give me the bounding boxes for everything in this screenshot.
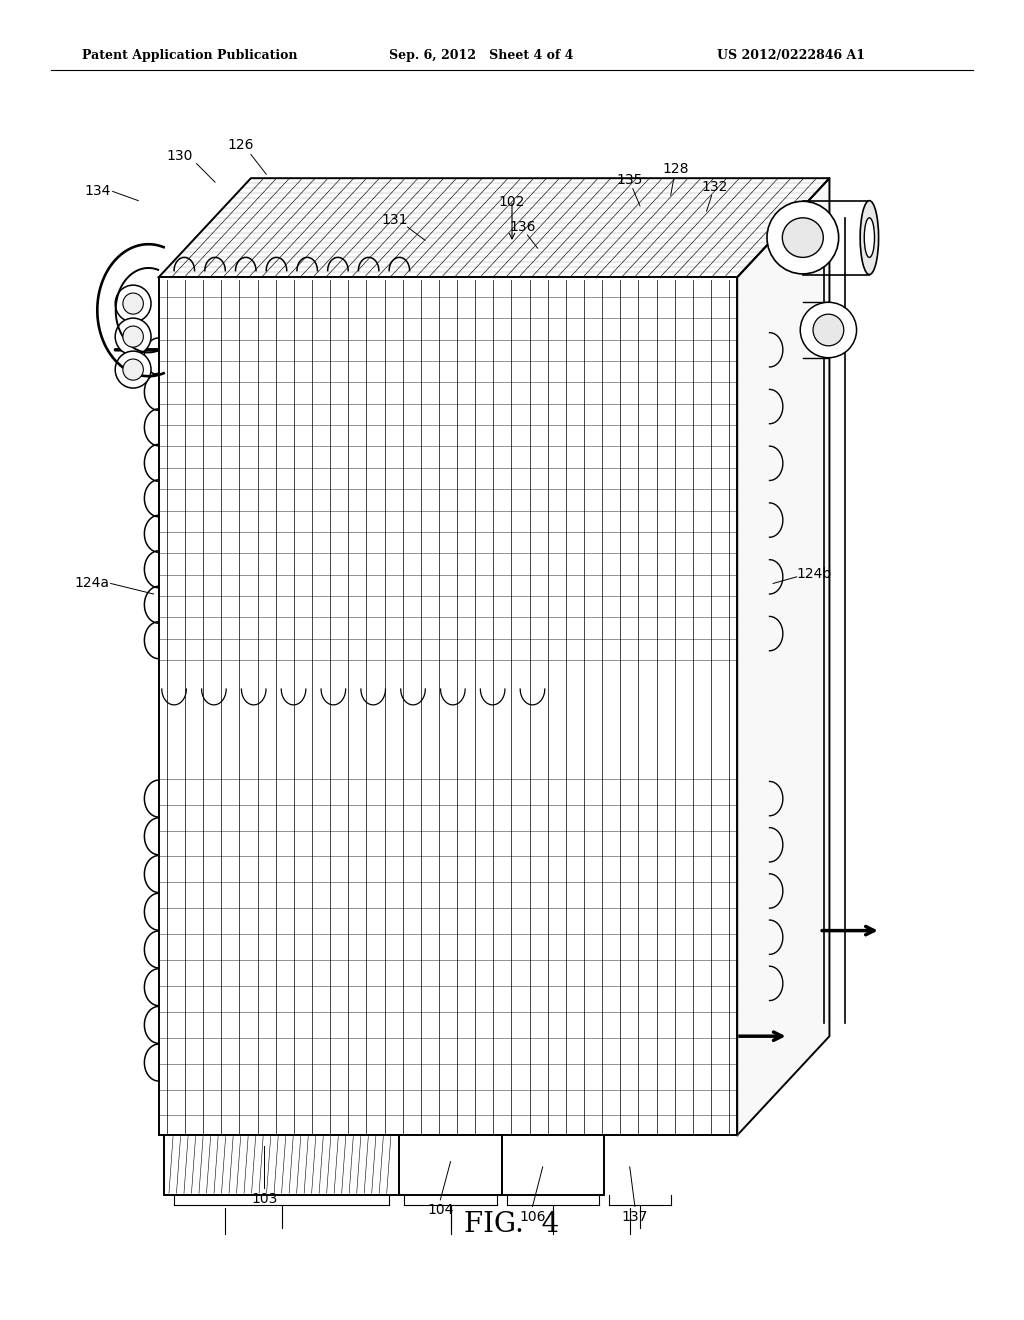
- Ellipse shape: [813, 314, 844, 346]
- Ellipse shape: [123, 293, 143, 314]
- Polygon shape: [159, 178, 829, 277]
- Text: 102: 102: [499, 195, 525, 209]
- Text: 104: 104: [427, 1204, 454, 1217]
- Ellipse shape: [782, 218, 823, 257]
- Text: Patent Application Publication: Patent Application Publication: [82, 49, 297, 62]
- Text: 136: 136: [509, 220, 536, 234]
- Text: 131: 131: [381, 214, 408, 227]
- Ellipse shape: [864, 218, 874, 257]
- Ellipse shape: [115, 351, 152, 388]
- Text: 130: 130: [166, 149, 193, 162]
- Text: 106: 106: [519, 1210, 546, 1224]
- Ellipse shape: [115, 318, 152, 355]
- Text: Sep. 6, 2012   Sheet 4 of 4: Sep. 6, 2012 Sheet 4 of 4: [389, 49, 573, 62]
- Text: 124b: 124b: [797, 568, 831, 581]
- Ellipse shape: [767, 201, 839, 273]
- Text: US 2012/0222846 A1: US 2012/0222846 A1: [717, 49, 865, 62]
- Text: 124a: 124a: [75, 577, 110, 590]
- Ellipse shape: [123, 359, 143, 380]
- Text: 128: 128: [663, 162, 689, 176]
- Text: 132: 132: [701, 181, 728, 194]
- Ellipse shape: [801, 302, 856, 358]
- Bar: [399, 1135, 502, 1195]
- Text: FIG.  4: FIG. 4: [464, 1212, 560, 1238]
- Ellipse shape: [860, 201, 879, 275]
- Polygon shape: [159, 277, 737, 1135]
- Text: 126: 126: [227, 139, 254, 152]
- Text: 135: 135: [616, 173, 643, 186]
- Ellipse shape: [123, 326, 143, 347]
- Ellipse shape: [115, 285, 152, 322]
- Text: 134: 134: [84, 185, 111, 198]
- Text: 137: 137: [622, 1210, 648, 1224]
- Bar: [164, 1135, 399, 1195]
- Bar: [502, 1135, 604, 1195]
- Polygon shape: [737, 178, 829, 1135]
- Text: 103: 103: [251, 1192, 278, 1205]
